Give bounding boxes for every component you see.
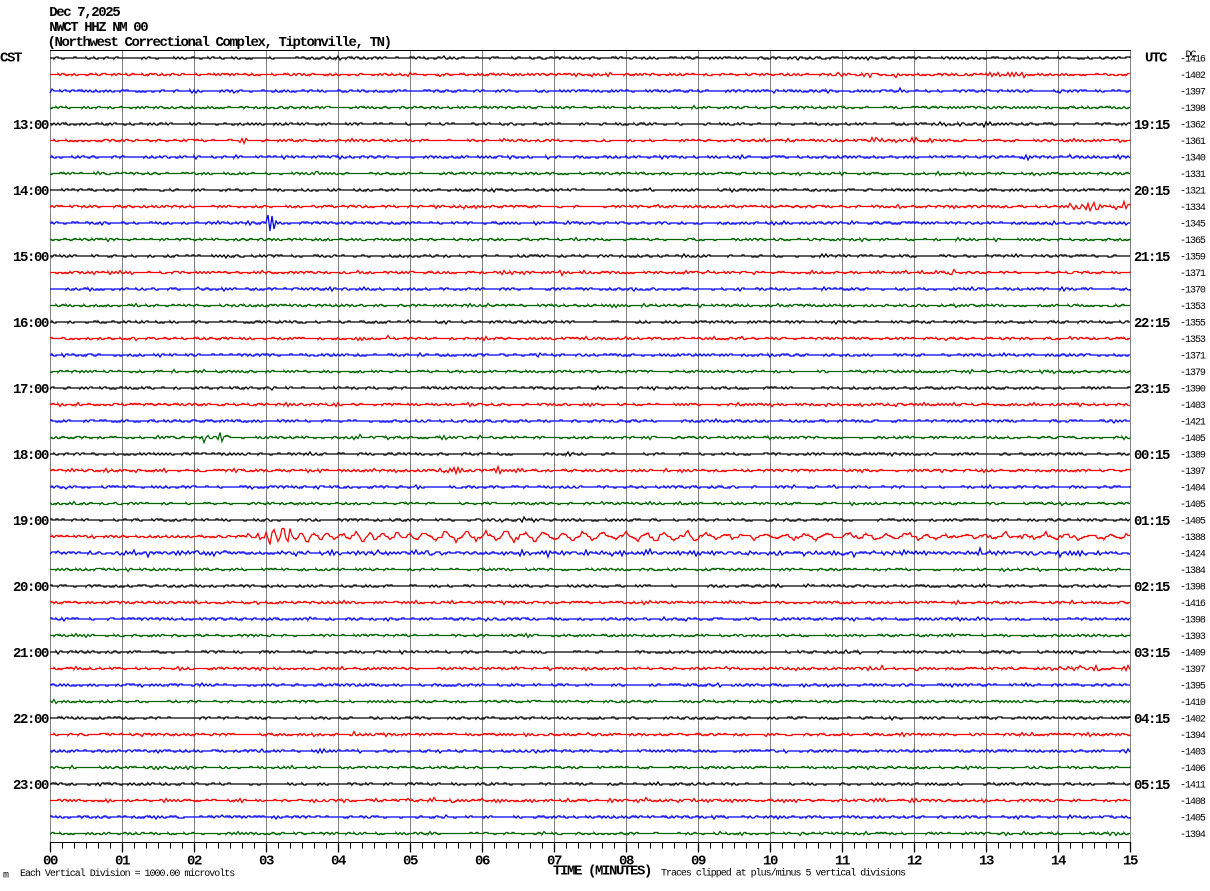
svg-text:-1321: -1321	[1180, 187, 1206, 198]
svg-text:-1394: -1394	[1180, 830, 1206, 841]
svg-text:-1403: -1403	[1180, 748, 1206, 759]
svg-text:Traces clipped at plus/minus 5: Traces clipped at plus/minus 5 vertical …	[661, 868, 906, 880]
svg-text:-1405: -1405	[1180, 517, 1206, 528]
svg-text:-1394: -1394	[1180, 731, 1206, 742]
svg-text:04: 04	[331, 854, 346, 870]
svg-text:23:00: 23:00	[13, 778, 49, 794]
svg-text:-1421: -1421	[1180, 418, 1206, 429]
svg-text:-1398: -1398	[1180, 616, 1206, 627]
svg-text:-1371: -1371	[1180, 352, 1206, 363]
svg-text:00:15: 00:15	[1134, 448, 1170, 464]
svg-text:09: 09	[691, 854, 706, 870]
svg-text:-1402: -1402	[1180, 715, 1206, 726]
svg-text:00: 00	[43, 854, 58, 870]
svg-text:18:00: 18:00	[13, 448, 49, 464]
svg-text:-1405: -1405	[1180, 814, 1206, 825]
svg-text:21:15: 21:15	[1134, 250, 1170, 266]
svg-text:-1405: -1405	[1180, 500, 1206, 511]
svg-text:13:00: 13:00	[13, 118, 49, 134]
svg-text:DC: DC	[1186, 50, 1197, 61]
svg-text:14:00: 14:00	[13, 184, 49, 200]
svg-text:-1389: -1389	[1180, 451, 1206, 462]
svg-text:-1402: -1402	[1180, 71, 1206, 82]
svg-text:-1345: -1345	[1180, 220, 1206, 231]
svg-text:-1390: -1390	[1180, 385, 1206, 396]
svg-text:-1384: -1384	[1180, 566, 1206, 577]
svg-text:07: 07	[547, 854, 562, 870]
svg-text:(Northwest Correctional Comple: (Northwest Correctional Complex, Tiptonv…	[48, 35, 391, 51]
svg-text:05: 05	[403, 854, 418, 870]
svg-text:Each Vertical Division = 1000.: Each Vertical Division = 1000.00 microvo…	[20, 868, 235, 880]
svg-text:-1379: -1379	[1180, 368, 1206, 379]
svg-text:17:00: 17:00	[13, 382, 49, 398]
svg-text:-1371: -1371	[1180, 269, 1206, 280]
svg-text:08: 08	[619, 854, 634, 870]
svg-text:-1406: -1406	[1180, 764, 1206, 775]
svg-text:-1404: -1404	[1180, 484, 1206, 495]
svg-text:-1410: -1410	[1180, 698, 1206, 709]
svg-text:-1397: -1397	[1180, 665, 1206, 676]
svg-text:10: 10	[763, 854, 778, 870]
svg-text:-1408: -1408	[1180, 797, 1206, 808]
svg-text:19:15: 19:15	[1134, 118, 1170, 134]
svg-text:-1365: -1365	[1180, 236, 1206, 247]
svg-text:03: 03	[259, 854, 274, 870]
svg-text:-1334: -1334	[1180, 203, 1206, 214]
svg-text:-1359: -1359	[1180, 253, 1206, 264]
svg-text:TIME (MINUTES): TIME (MINUTES)	[553, 864, 651, 880]
svg-text:-1361: -1361	[1180, 137, 1206, 148]
svg-text:NWCT HHZ NM 00: NWCT HHZ NM 00	[49, 20, 148, 36]
svg-text:-1331: -1331	[1180, 170, 1206, 181]
svg-text:22:15: 22:15	[1134, 316, 1170, 332]
svg-text:-1397: -1397	[1180, 467, 1206, 478]
svg-text:06: 06	[475, 854, 490, 870]
svg-text:15: 15	[1123, 854, 1138, 870]
svg-text:-1393: -1393	[1180, 632, 1206, 643]
svg-text:-1424: -1424	[1180, 550, 1206, 561]
svg-text:-1353: -1353	[1180, 335, 1206, 346]
svg-text:-1416: -1416	[1180, 599, 1206, 610]
svg-text:01: 01	[115, 854, 130, 870]
svg-text:11: 11	[835, 854, 850, 870]
svg-text:04:15: 04:15	[1134, 712, 1170, 728]
svg-text:23:15: 23:15	[1134, 382, 1170, 398]
svg-text:02: 02	[187, 854, 202, 870]
svg-text:CST: CST	[0, 51, 22, 67]
svg-text:m: m	[3, 871, 9, 882]
svg-text:21:00: 21:00	[13, 646, 49, 662]
svg-text:02:15: 02:15	[1134, 580, 1170, 596]
svg-text:03:15: 03:15	[1134, 646, 1170, 662]
svg-text:-1411: -1411	[1180, 781, 1206, 792]
svg-text:-1398: -1398	[1180, 583, 1206, 594]
svg-text:-1416: -1416	[1180, 55, 1206, 66]
svg-text:-1395: -1395	[1180, 682, 1206, 693]
svg-text:Dec 7,2025: Dec 7,2025	[49, 5, 120, 21]
svg-text:-1362: -1362	[1180, 121, 1206, 132]
svg-text:05:15: 05:15	[1134, 778, 1170, 794]
svg-text:-1370: -1370	[1180, 286, 1206, 297]
svg-text:-1388: -1388	[1180, 533, 1206, 544]
svg-text:16:00: 16:00	[13, 316, 49, 332]
svg-text:-1397: -1397	[1180, 88, 1206, 99]
svg-text:01:15: 01:15	[1134, 514, 1170, 530]
svg-text:12: 12	[907, 854, 922, 870]
svg-text:-1409: -1409	[1180, 649, 1206, 660]
svg-text:13: 13	[979, 854, 994, 870]
svg-text:-1403: -1403	[1180, 401, 1206, 412]
svg-text:19:00: 19:00	[13, 514, 49, 530]
svg-text:-1353: -1353	[1180, 302, 1206, 313]
svg-text:-1398: -1398	[1180, 104, 1206, 115]
svg-text:20:15: 20:15	[1134, 184, 1170, 200]
svg-text:-1340: -1340	[1180, 154, 1206, 165]
svg-text:-1355: -1355	[1180, 319, 1206, 330]
svg-text:-1405: -1405	[1180, 434, 1206, 445]
svg-text:UTC: UTC	[1145, 51, 1168, 67]
svg-text:22:00: 22:00	[13, 712, 49, 728]
svg-text:20:00: 20:00	[13, 580, 49, 596]
svg-text:14: 14	[1051, 854, 1066, 870]
svg-text:15:00: 15:00	[13, 250, 49, 266]
